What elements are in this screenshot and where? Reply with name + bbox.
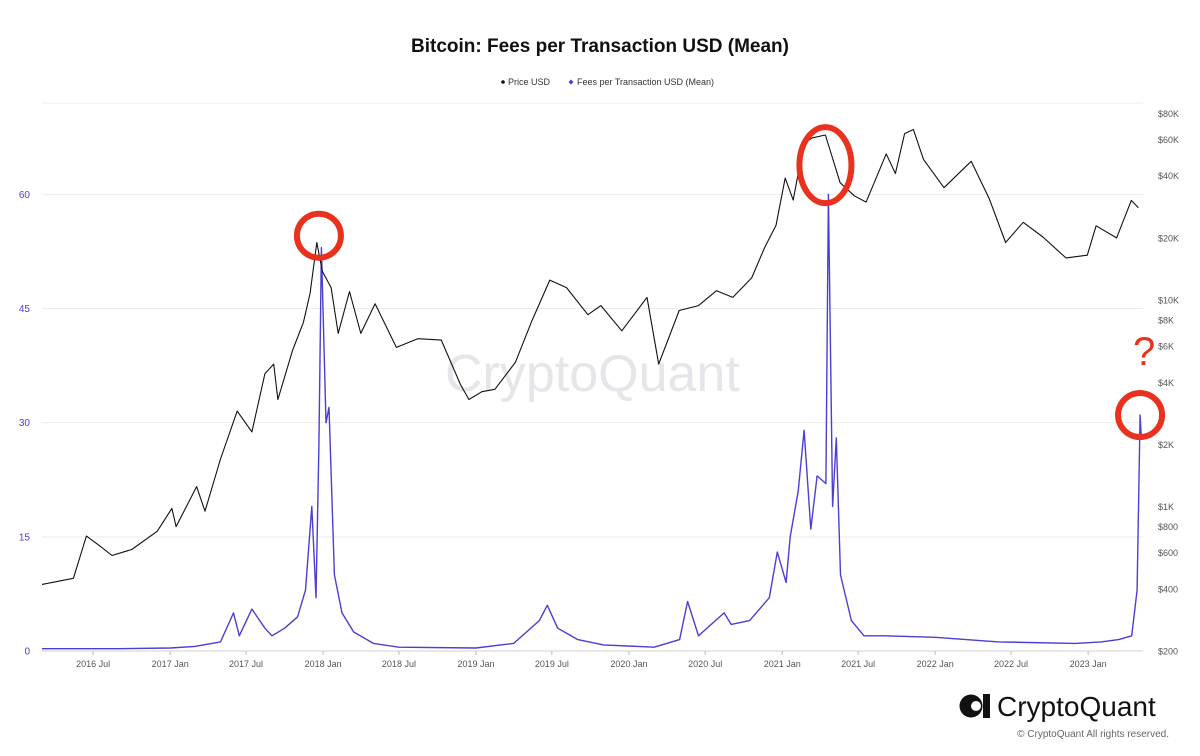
series: [41, 128, 1142, 650]
legend-price-marker: [501, 80, 505, 84]
legend-fees-marker: [568, 79, 574, 85]
y-left-tick-label: 15: [19, 532, 31, 543]
x-tick-label: 2020 Jul: [688, 659, 722, 669]
legend-fees-label: Fees per Transaction USD (Mean): [577, 77, 714, 87]
brand-name: CryptoQuant: [997, 691, 1156, 722]
series-fees-line: [42, 193, 1142, 650]
annotation-question-mark: ?: [1133, 330, 1155, 374]
x-tick-label: 2020 Jan: [610, 659, 647, 669]
cryptoquant-logo-icon: [959, 694, 990, 718]
y-axis-right: $200 $400 $600 $800 $1K $2K $4K $6K $8K $10K $20K $…: [1158, 109, 1179, 656]
series-price-line: [41, 128, 1139, 585]
x-tick-label: 2021 Jan: [764, 659, 801, 669]
y-right-tick-label: $4K: [1158, 378, 1174, 388]
y-right-tick-label: $400: [1158, 584, 1178, 594]
y-right-tick-label: $200: [1158, 647, 1178, 657]
x-tick-label: 2016 Jul: [76, 659, 110, 669]
x-tick-label: 2018 Jul: [382, 659, 416, 669]
y-axis-left: 0 15 30 45 60: [19, 190, 31, 658]
x-tick-label: 2017 Jan: [152, 659, 189, 669]
annotation-circle: [796, 124, 855, 207]
annotations: ?: [293, 124, 1166, 441]
y-right-tick-label: $8K: [1158, 316, 1174, 326]
x-tick-label: 2022 Jan: [917, 659, 954, 669]
y-right-tick-label: $60K: [1158, 135, 1179, 145]
y-right-tick-label: $1K: [1158, 502, 1174, 512]
annotation-circle: [1115, 390, 1166, 441]
y-right-tick-label: $800: [1158, 522, 1178, 532]
legend-price-label: Price USD: [508, 77, 551, 87]
y-left-tick-label: 0: [24, 647, 30, 658]
y-left-tick-label: 60: [19, 190, 31, 201]
brand-logo: CryptoQuant: [959, 691, 1156, 722]
x-tick-label: 2023 Jan: [1070, 659, 1107, 669]
y-right-tick-label: $40K: [1158, 171, 1179, 181]
y-right-tick-label: $600: [1158, 548, 1178, 558]
y-right-tick-label: $80K: [1158, 109, 1179, 119]
x-tick-label: 2022 Jul: [994, 659, 1028, 669]
x-axis: 2016 Jul 2017 Jan 2017 Jul 2018 Jan 2018 Jul…: [76, 651, 1107, 669]
chart-title: Bitcoin: Fees per Transaction USD (Mean): [411, 36, 789, 57]
x-tick-label: 2019 Jan: [458, 659, 495, 669]
annotation-circle: [293, 210, 344, 261]
x-tick-label: 2017 Jul: [229, 659, 263, 669]
y-right-tick-label: $10K: [1158, 296, 1179, 306]
y-right-tick-label: $20K: [1158, 233, 1179, 243]
y-right-tick-label: $2K: [1158, 440, 1174, 450]
y-left-tick-label: 30: [19, 418, 31, 429]
x-tick-label: 2018 Jan: [305, 659, 342, 669]
copyright: © CryptoQuant All rights reserved.: [1017, 729, 1169, 740]
watermark: CryptoQuant: [445, 345, 740, 403]
x-tick-label: 2019 Jul: [535, 659, 569, 669]
y-left-tick-label: 45: [19, 304, 31, 315]
x-tick-label: 2021 Jul: [841, 659, 875, 669]
grid: [42, 102, 1143, 652]
legend: Price USD Fees per Transaction USD (Mean…: [501, 77, 714, 87]
y-right-tick-label: $6K: [1158, 341, 1174, 351]
